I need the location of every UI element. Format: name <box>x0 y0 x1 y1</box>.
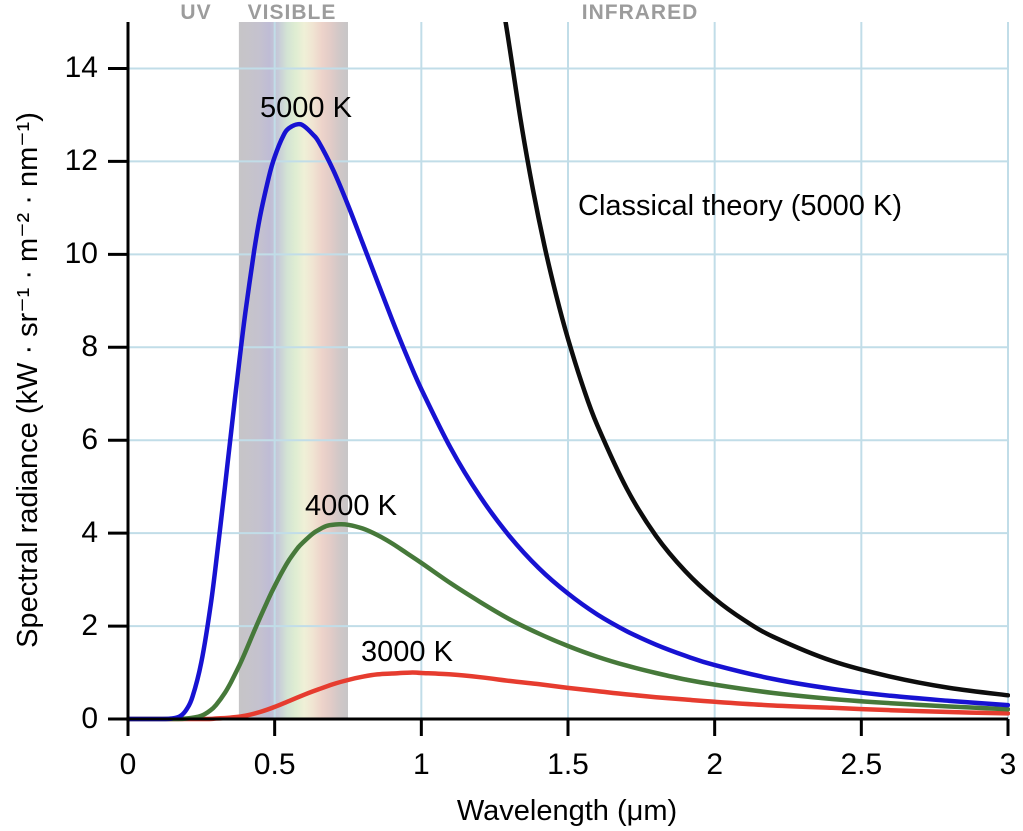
visible-band-label: VISIBLE <box>247 1 337 24</box>
x-axis-title: Wavelength (μm) <box>456 795 678 827</box>
curve-label-5000k: 5000 K <box>260 92 352 124</box>
curve-classical-theory <box>503 22 1010 698</box>
x-tick-label: 0 <box>119 748 137 781</box>
y-tick-label: 14 <box>64 51 98 85</box>
y-tick-label: 2 <box>81 609 98 643</box>
y-axis-title: Spectral radiance (kW · sr⁻¹ · m⁻² · nm⁻… <box>12 112 44 648</box>
y-tick-label: 6 <box>81 423 98 457</box>
y-tick-label: 4 <box>81 516 98 550</box>
x-tick-label: 3 <box>999 748 1017 781</box>
curve-label-3000k: 3000 K <box>361 636 453 668</box>
x-tick-label: 2.5 <box>840 748 883 781</box>
curve-label-classical-theory: Classical theory (5000 K) <box>578 190 902 222</box>
x-tick-label: 1.5 <box>547 748 589 781</box>
curve-3000k <box>126 670 1010 722</box>
y-tick-label: 8 <box>81 330 98 364</box>
visible-spectrum-band <box>238 22 348 719</box>
uv-band-label: UV <box>180 1 212 24</box>
y-tick-label: 10 <box>64 237 98 271</box>
curve-5000k <box>126 121 1010 722</box>
x-tick-label: 0.5 <box>253 748 296 781</box>
curve-4000k <box>126 521 1010 722</box>
infrared-band-label: INFRARED <box>581 1 699 24</box>
x-tick-label: 1 <box>412 748 430 781</box>
y-tick-label: 12 <box>64 144 98 178</box>
curve-label-4000k: 4000 K <box>305 490 397 522</box>
x-tick-label: 2 <box>706 748 723 781</box>
y-tick-label: 0 <box>81 702 98 735</box>
